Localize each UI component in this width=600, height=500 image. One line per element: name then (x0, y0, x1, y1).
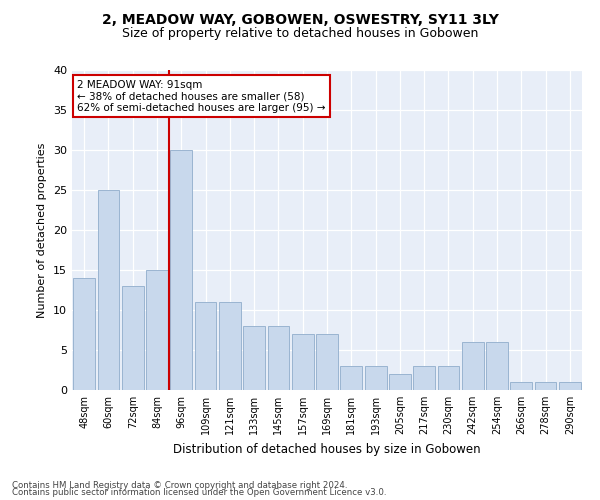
Bar (389, 374, 411, 390)
Bar (219, 302, 241, 390)
Bar (146, 270, 168, 390)
Bar (194, 302, 217, 390)
Bar (340, 366, 362, 390)
Bar (437, 366, 460, 390)
Text: 2, MEADOW WAY, GOBOWEN, OSWESTRY, SY11 3LY: 2, MEADOW WAY, GOBOWEN, OSWESTRY, SY11 3… (101, 12, 499, 26)
Bar (486, 342, 508, 390)
Bar (97, 190, 119, 390)
Bar (535, 382, 556, 390)
Bar (559, 382, 581, 390)
Y-axis label: Number of detached properties: Number of detached properties (37, 142, 47, 318)
Text: Size of property relative to detached houses in Gobowen: Size of property relative to detached ho… (122, 28, 478, 40)
Bar (292, 334, 314, 390)
Bar (413, 366, 435, 390)
Text: 2 MEADOW WAY: 91sqm
← 38% of detached houses are smaller (58)
62% of semi-detach: 2 MEADOW WAY: 91sqm ← 38% of detached ho… (77, 80, 326, 113)
Bar (365, 366, 386, 390)
Text: Contains HM Land Registry data © Crown copyright and database right 2024.: Contains HM Land Registry data © Crown c… (12, 480, 347, 490)
Bar (268, 326, 289, 390)
Bar (316, 334, 338, 390)
Bar (243, 326, 265, 390)
Bar (122, 286, 143, 390)
Bar (73, 278, 95, 390)
Bar (170, 150, 192, 390)
Bar (511, 382, 532, 390)
Bar (462, 342, 484, 390)
X-axis label: Distribution of detached houses by size in Gobowen: Distribution of detached houses by size … (173, 442, 481, 456)
Text: Contains public sector information licensed under the Open Government Licence v3: Contains public sector information licen… (12, 488, 386, 497)
